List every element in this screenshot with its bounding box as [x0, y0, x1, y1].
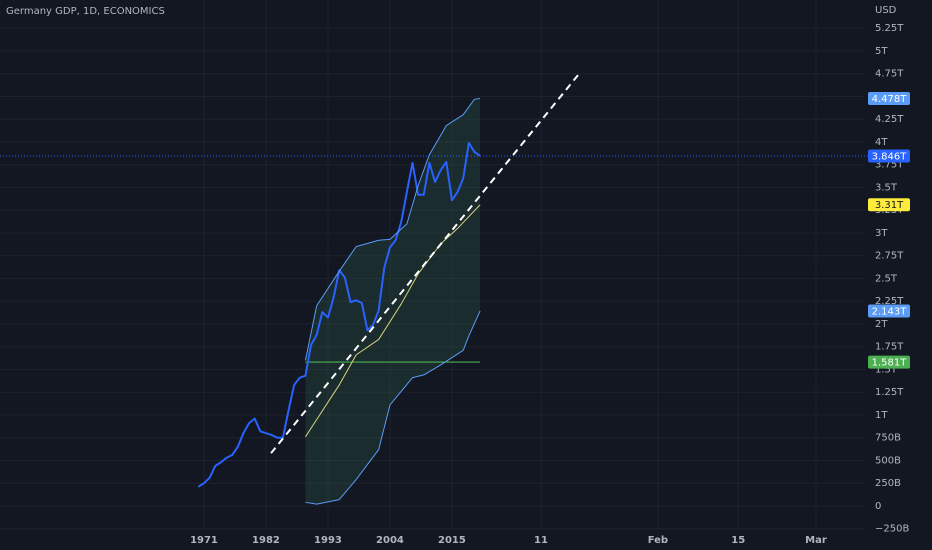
price-label: 4.478T [872, 94, 908, 105]
y-tick-label: 2.75T [875, 251, 904, 262]
y-tick-label: 2.25T [875, 296, 904, 307]
y-tick-label: 1.25T [875, 387, 904, 398]
price-label-box [868, 91, 910, 105]
series-line [305, 204, 481, 438]
price-label: 3.31T [875, 200, 904, 211]
price-label: 1.581T [872, 358, 908, 369]
price-label-box [868, 149, 910, 163]
x-tick-label: 15 [731, 535, 745, 546]
y-tick-label: 250B [875, 478, 901, 489]
y-tick-label: 1.75T [875, 342, 904, 353]
y-tick-label: 4T [875, 137, 888, 148]
price-label-box [868, 304, 910, 318]
trend-line [270, 72, 581, 454]
x-tick-label: 1982 [252, 535, 280, 546]
y-tick-label: 4.75T [875, 69, 904, 80]
price-label-box [868, 355, 910, 369]
y-tick-label: 750B [875, 433, 901, 444]
x-tick-label: 1993 [314, 535, 342, 546]
y-tick-label: −250B [875, 524, 909, 535]
x-tick-label: Mar [805, 535, 827, 546]
x-tick-label: 2004 [376, 535, 404, 546]
y-tick-label: 500B [875, 455, 901, 466]
series-line [305, 310, 481, 505]
y-unit: USD [875, 5, 897, 16]
y-tick-label: 0 [875, 501, 881, 512]
y-tick-label: 3.75T [875, 160, 904, 171]
y-tick-label: 5.25T [875, 23, 904, 34]
y-tick-label: 3.5T [875, 182, 898, 193]
x-tick-label: 1971 [190, 535, 218, 546]
price-label: 2.143T [872, 306, 908, 317]
series-line [304, 97, 481, 361]
price-label: 3.846T [872, 151, 908, 162]
price-label-box [868, 198, 910, 212]
y-tick-label: 2T [875, 319, 888, 330]
chart-title: Germany GDP, 1D, ECONOMICS [6, 6, 165, 17]
y-tick-label: 3T [875, 228, 888, 239]
y-tick-label: 1.5T [875, 364, 898, 375]
y-tick-label: 2.5T [875, 273, 898, 284]
y-tick-label: 1T [875, 410, 888, 421]
x-tick-label: 11 [534, 535, 548, 546]
y-tick-label: 4.25T [875, 114, 904, 125]
x-tick-label: Feb [648, 535, 668, 546]
band-fill [305, 98, 481, 505]
x-tick-label: 2015 [438, 535, 466, 546]
y-tick-label: 5T [875, 46, 888, 57]
series-line [197, 141, 481, 488]
